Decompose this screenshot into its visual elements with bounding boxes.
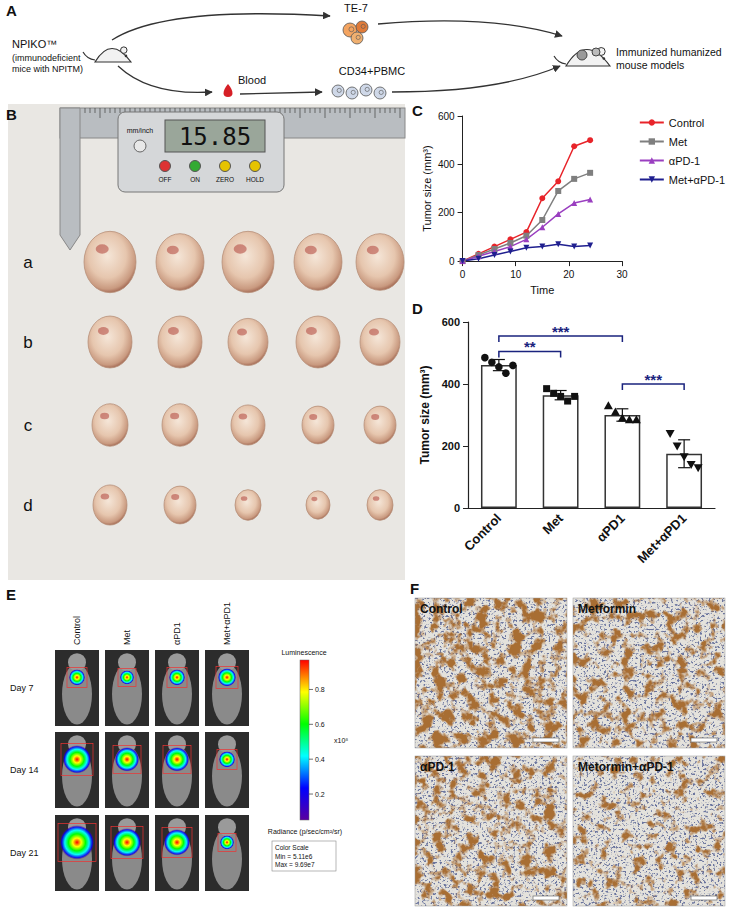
- svg-text:Met+αPD-1: Met+αPD-1: [669, 174, 725, 186]
- svg-text:Met: Met: [540, 510, 567, 537]
- svg-text:Control: Control: [669, 117, 704, 129]
- svg-text:d: d: [23, 496, 32, 515]
- svg-text:Control: Control: [72, 616, 82, 645]
- svg-text:600: 600: [438, 111, 455, 122]
- svg-text:b: b: [23, 333, 32, 352]
- svg-text:αPD1: αPD1: [172, 622, 182, 645]
- svg-text:ON: ON: [190, 176, 200, 183]
- svg-text:αPD-1: αPD-1: [420, 760, 455, 774]
- svg-text:400: 400: [442, 378, 460, 390]
- svg-text:0: 0: [454, 502, 460, 514]
- svg-text:0: 0: [449, 256, 455, 267]
- svg-text:Met+αPD1: Met+αPD1: [222, 602, 232, 645]
- svg-text:mouse models: mouse models: [616, 59, 684, 71]
- svg-text:20: 20: [563, 269, 575, 280]
- svg-text:F: F: [410, 580, 419, 597]
- svg-text:Met: Met: [122, 629, 132, 645]
- svg-text:Control: Control: [420, 602, 463, 616]
- svg-text:TE-7: TE-7: [344, 2, 368, 14]
- svg-text:Min = 5.11e6: Min = 5.11e6: [275, 853, 313, 860]
- svg-text:A: A: [6, 2, 17, 19]
- svg-text:200: 200: [442, 440, 460, 452]
- svg-text:0.2: 0.2: [315, 791, 325, 798]
- svg-text:0.6: 0.6: [315, 721, 325, 728]
- svg-text:(immunodeficient: (immunodeficient: [12, 53, 81, 63]
- svg-text:30: 30: [616, 269, 628, 280]
- svg-text:Met: Met: [669, 136, 687, 148]
- svg-text:Immunized humanized: Immunized humanized: [616, 46, 722, 58]
- svg-text:C: C: [412, 102, 423, 119]
- svg-text:Met+αPD1: Met+αPD1: [634, 511, 689, 566]
- svg-text:10: 10: [510, 269, 522, 280]
- svg-text:Color Scale: Color Scale: [275, 844, 309, 851]
- svg-text:Metormin+αPD-1: Metormin+αPD-1: [578, 760, 674, 774]
- svg-text:Day 21: Day 21: [10, 848, 39, 858]
- svg-text:HOLD: HOLD: [246, 176, 264, 183]
- svg-text:400: 400: [438, 159, 455, 170]
- svg-text:Time: Time: [530, 284, 554, 296]
- svg-text:Day 14: Day 14: [10, 765, 39, 775]
- svg-text:Metformin: Metformin: [578, 602, 636, 616]
- svg-text:a: a: [23, 253, 33, 272]
- svg-text:Day 7: Day 7: [10, 683, 34, 693]
- svg-text:ZERO: ZERO: [216, 176, 234, 183]
- svg-text:E: E: [6, 586, 16, 603]
- svg-text:0.4: 0.4: [315, 756, 325, 763]
- svg-text:Luminescence: Luminescence: [281, 649, 326, 656]
- svg-text:NPIKO™: NPIKO™: [12, 38, 57, 50]
- svg-text:Blood: Blood: [238, 74, 266, 86]
- svg-text:mm/inch: mm/inch: [127, 127, 154, 134]
- svg-text:αPD-1: αPD-1: [669, 155, 700, 167]
- svg-text:OFF: OFF: [159, 176, 172, 183]
- svg-text:c: c: [24, 416, 33, 435]
- svg-text:0: 0: [460, 269, 466, 280]
- svg-text:CD34+PBMC: CD34+PBMC: [339, 65, 405, 77]
- svg-text:Tumor size (mm³): Tumor size (mm³): [418, 365, 432, 464]
- svg-text:Control: Control: [461, 511, 504, 554]
- svg-text:αPD1: αPD1: [594, 511, 628, 545]
- svg-text:B: B: [6, 106, 17, 123]
- svg-text:**: **: [524, 338, 536, 355]
- svg-text:Tumor size (mm³): Tumor size (mm³): [421, 145, 433, 231]
- svg-text:600: 600: [442, 316, 460, 328]
- svg-text:***: ***: [644, 371, 662, 388]
- svg-text:***: ***: [552, 323, 570, 340]
- svg-text:mice with NPITM): mice with NPITM): [12, 64, 83, 74]
- svg-text:15.85: 15.85: [179, 123, 251, 151]
- svg-text:0.8: 0.8: [315, 686, 325, 693]
- svg-text:x10⁸: x10⁸: [334, 737, 348, 744]
- svg-text:Max = 9.69e7: Max = 9.69e7: [275, 861, 315, 868]
- svg-text:Radiance (p/sec/cm²/sr): Radiance (p/sec/cm²/sr): [268, 828, 342, 836]
- svg-text:200: 200: [438, 207, 455, 218]
- svg-text:D: D: [412, 300, 423, 317]
